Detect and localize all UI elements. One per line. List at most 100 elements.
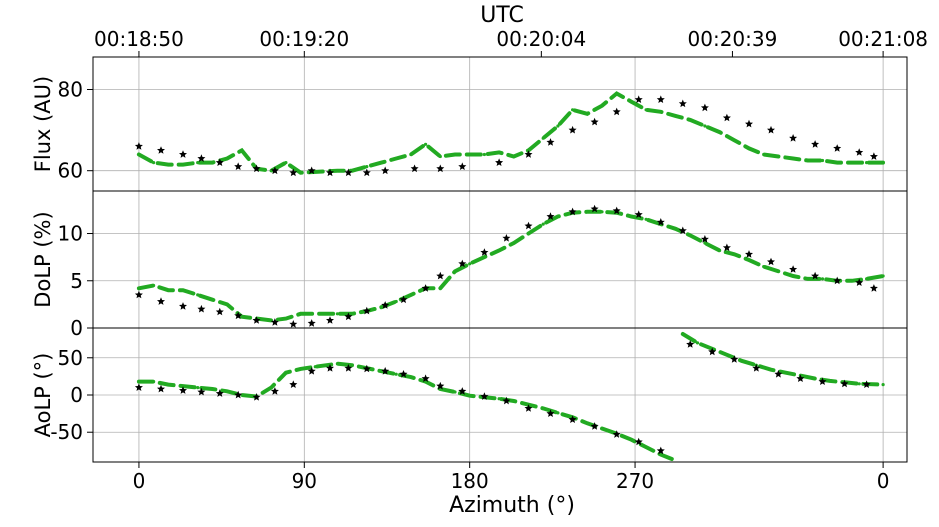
model-point: [134, 290, 143, 299]
measured-point: [482, 152, 486, 157]
measured-point: [394, 156, 398, 161]
model-point: [344, 312, 353, 321]
model-point: [656, 95, 665, 103]
model-point: [252, 393, 261, 401]
model-point: [381, 367, 390, 375]
measured-point: [629, 100, 634, 104]
measured-point: [850, 279, 854, 283]
model-point: [678, 99, 687, 108]
model-point: [546, 409, 555, 417]
model-point: [234, 311, 243, 320]
model-point: [362, 168, 371, 177]
model-point: [789, 265, 798, 273]
measured-point: [806, 277, 810, 281]
measured-point: [438, 286, 442, 290]
measured-point: [453, 269, 457, 273]
panel-frame: [92, 190, 908, 329]
measured-point: [762, 265, 766, 269]
measured-point: [409, 375, 413, 379]
model-point: [767, 257, 775, 266]
measured-point: [747, 146, 751, 150]
measured-point: [196, 293, 200, 297]
model-point: [752, 364, 761, 372]
measured-point: [541, 136, 545, 140]
model-point: [612, 430, 621, 438]
measured-point: [299, 312, 303, 316]
measured-point: [497, 397, 501, 401]
measured-point: [152, 161, 156, 165]
model-point: [270, 387, 279, 395]
model-point: [855, 278, 864, 286]
model-point: [197, 304, 206, 313]
measured-point: [725, 353, 729, 357]
top-tick-label: 00:20:04: [496, 27, 586, 51]
model-point: [568, 207, 577, 216]
x-tick-label: 270: [616, 469, 654, 493]
model-point: [436, 271, 445, 280]
measured-point: [424, 142, 428, 146]
measured-point: [137, 380, 141, 384]
model-point: [421, 374, 430, 382]
measured-point: [718, 248, 722, 253]
model-point: [157, 384, 165, 393]
measured-point: [512, 154, 516, 159]
y-tick-label: 0: [70, 383, 83, 407]
model-point: [326, 168, 334, 177]
measured-point: [835, 161, 839, 165]
measured-point: [762, 152, 766, 157]
measured-point: [695, 341, 700, 345]
measured-point: [166, 288, 170, 292]
measured-point: [512, 399, 516, 403]
model-point: [252, 164, 261, 173]
measured-point: [644, 217, 648, 221]
model-point: [289, 320, 298, 328]
top-tick-label: 00:18:50: [94, 27, 184, 51]
model-point: [399, 370, 408, 378]
measured-point: [585, 421, 589, 425]
model-point: [502, 234, 511, 242]
top-axis-label: UTC: [480, 3, 524, 28]
model-point: [708, 347, 717, 356]
model-point: [399, 295, 408, 304]
measured-point: [585, 112, 589, 116]
measured-point: [468, 262, 472, 266]
measured-point: [181, 384, 185, 388]
measured-point: [769, 368, 773, 372]
model-point: [840, 379, 849, 388]
measured-point: [600, 210, 604, 214]
model-point: [634, 210, 643, 218]
measured-point: [703, 241, 707, 245]
model-point: [590, 204, 599, 213]
measured-point: [394, 372, 398, 376]
measured-point: [740, 359, 744, 363]
model-point: [134, 142, 143, 150]
model-point: [722, 113, 731, 122]
model-point: [568, 125, 577, 134]
x-axis-label: Azimuth (°): [449, 493, 575, 518]
measured-point: [688, 118, 692, 122]
measured-point: [556, 124, 560, 128]
measured-point: [806, 158, 810, 163]
model-point: [811, 271, 820, 280]
model-point: [362, 364, 371, 373]
measured-point: [284, 317, 288, 321]
model-point: [458, 259, 467, 268]
measured-point: [857, 382, 861, 386]
measured-point: [820, 158, 825, 163]
measured-point: [468, 152, 472, 157]
measured-point: [881, 274, 885, 278]
model-point: [495, 158, 504, 166]
measured-point: [284, 371, 288, 375]
model-point: [767, 125, 775, 134]
measured-point: [541, 406, 545, 410]
measured-point: [394, 299, 398, 304]
model-point: [480, 248, 489, 256]
model-point: [362, 306, 371, 315]
model-point: [833, 276, 842, 285]
measured-point: [526, 231, 531, 236]
model-point: [546, 212, 555, 220]
measured-point: [497, 248, 501, 253]
model-point: [270, 318, 279, 326]
measured-point: [776, 154, 781, 159]
x-tick-label: 0: [877, 469, 890, 493]
